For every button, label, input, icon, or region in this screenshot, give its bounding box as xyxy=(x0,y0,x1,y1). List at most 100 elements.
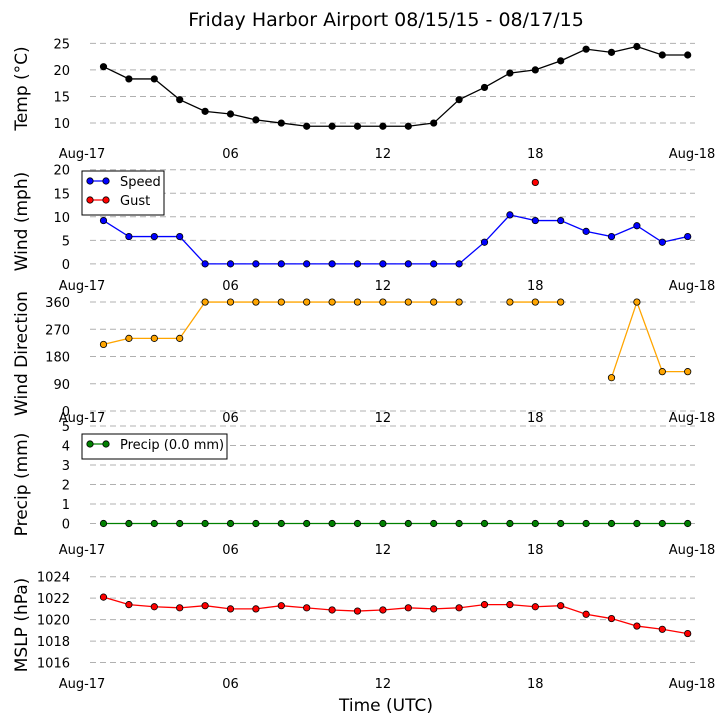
data-point xyxy=(480,83,489,92)
data-point xyxy=(176,519,184,528)
data-point xyxy=(353,260,362,268)
y-tick-label: 360 xyxy=(45,296,70,311)
data-point xyxy=(125,232,133,241)
x-tick-label: 12 xyxy=(375,677,392,692)
data-point xyxy=(303,260,311,268)
data-point xyxy=(430,605,438,613)
x-tick-label: Aug-17 xyxy=(59,279,106,294)
y-tick-label: 20 xyxy=(53,64,70,79)
data-point xyxy=(404,298,412,306)
legend-marker xyxy=(102,177,110,185)
data-point xyxy=(277,298,285,306)
x-tick-label: 18 xyxy=(527,147,544,162)
data-point xyxy=(557,602,565,610)
y-tick-label: 5 xyxy=(62,234,70,249)
data-point xyxy=(99,63,108,71)
data-point xyxy=(99,593,108,601)
data-point xyxy=(607,374,616,382)
data-point xyxy=(379,298,387,306)
data-point xyxy=(506,69,514,77)
data-point xyxy=(531,519,539,528)
x-tick-label: Aug-17 xyxy=(59,147,106,162)
data-point xyxy=(379,519,387,528)
y-tick-label: 10 xyxy=(53,211,70,226)
data-point xyxy=(201,298,209,306)
x-tick-label: 18 xyxy=(527,543,544,558)
y-axis-title: Wind Direction xyxy=(12,291,32,416)
data-point xyxy=(658,51,666,59)
data-point xyxy=(328,298,336,306)
x-tick-label: 18 xyxy=(527,411,544,426)
x-tick-label: 06 xyxy=(222,411,239,426)
x-tick-label: 12 xyxy=(375,411,392,426)
x-axis-title: Time (UTC) xyxy=(338,696,433,716)
y-tick-label: 2 xyxy=(62,479,70,494)
x-tick-label: 12 xyxy=(375,543,392,558)
data-point xyxy=(226,298,235,306)
data-point xyxy=(582,45,590,53)
data-point xyxy=(252,605,260,613)
x-tick-label: 18 xyxy=(527,279,544,294)
y-tick-label: 4 xyxy=(62,440,70,455)
series-line xyxy=(103,45,688,127)
x-tick-label: Aug-18 xyxy=(669,677,716,692)
data-point xyxy=(658,519,666,528)
data-point xyxy=(353,122,362,130)
legend-label: Speed xyxy=(120,175,161,190)
data-point xyxy=(506,519,514,528)
y-axis-title: Wind (mph) xyxy=(12,172,32,272)
x-tick-label: 18 xyxy=(527,677,544,692)
data-point xyxy=(582,227,590,235)
x-tick-label: 12 xyxy=(375,147,392,162)
data-point xyxy=(252,260,260,268)
y-tick-label: 25 xyxy=(53,37,70,52)
x-tick-label: 06 xyxy=(222,147,239,162)
data-point xyxy=(150,603,158,611)
y-axis-title: MSLP (hPa) xyxy=(12,578,32,673)
data-point xyxy=(430,519,438,528)
data-point xyxy=(252,298,260,306)
data-point xyxy=(277,119,285,127)
data-point xyxy=(303,298,311,306)
y-tick-label: 0 xyxy=(62,518,70,533)
data-point xyxy=(125,334,133,342)
data-point xyxy=(379,260,387,268)
data-point xyxy=(353,607,362,615)
x-tick-label: 06 xyxy=(222,279,239,294)
data-point xyxy=(455,604,463,612)
x-tick-label: Aug-17 xyxy=(59,543,106,558)
data-point xyxy=(404,260,412,268)
data-point xyxy=(506,211,514,219)
x-tick-label: Aug-18 xyxy=(669,279,716,294)
data-point xyxy=(328,606,336,614)
data-point xyxy=(480,601,489,609)
y-tick-label: 15 xyxy=(53,90,70,105)
panel-5: 1016 1018 1020 1022 1024 Aug-17 06 12 18 Aug-18 MS… xyxy=(12,571,715,692)
data-point xyxy=(404,122,412,130)
data-point xyxy=(176,334,184,342)
y-tick-label: 15 xyxy=(53,187,70,202)
data-point xyxy=(150,519,158,528)
y-tick-label: 20 xyxy=(53,164,70,179)
legend-label: Precip (0.0 mm) xyxy=(120,438,224,453)
data-point xyxy=(480,238,489,246)
panel-2: 0 5 10 15 20 Aug-17 06 12 18 Aug-18 Wind (mph) Spee… xyxy=(12,164,715,294)
data-point xyxy=(658,625,666,633)
data-point xyxy=(557,519,565,528)
data-point xyxy=(455,519,463,528)
data-point xyxy=(226,110,235,118)
data-point xyxy=(455,260,463,268)
data-point xyxy=(252,116,260,124)
data-point xyxy=(201,107,209,115)
data-point xyxy=(658,238,666,246)
data-point xyxy=(607,519,616,528)
data-point xyxy=(176,232,184,241)
data-point xyxy=(201,260,209,268)
data-point xyxy=(226,605,235,613)
x-tick-label: Aug-18 xyxy=(669,411,716,426)
data-point xyxy=(506,601,514,609)
data-point xyxy=(531,216,539,225)
data-point xyxy=(277,260,285,268)
